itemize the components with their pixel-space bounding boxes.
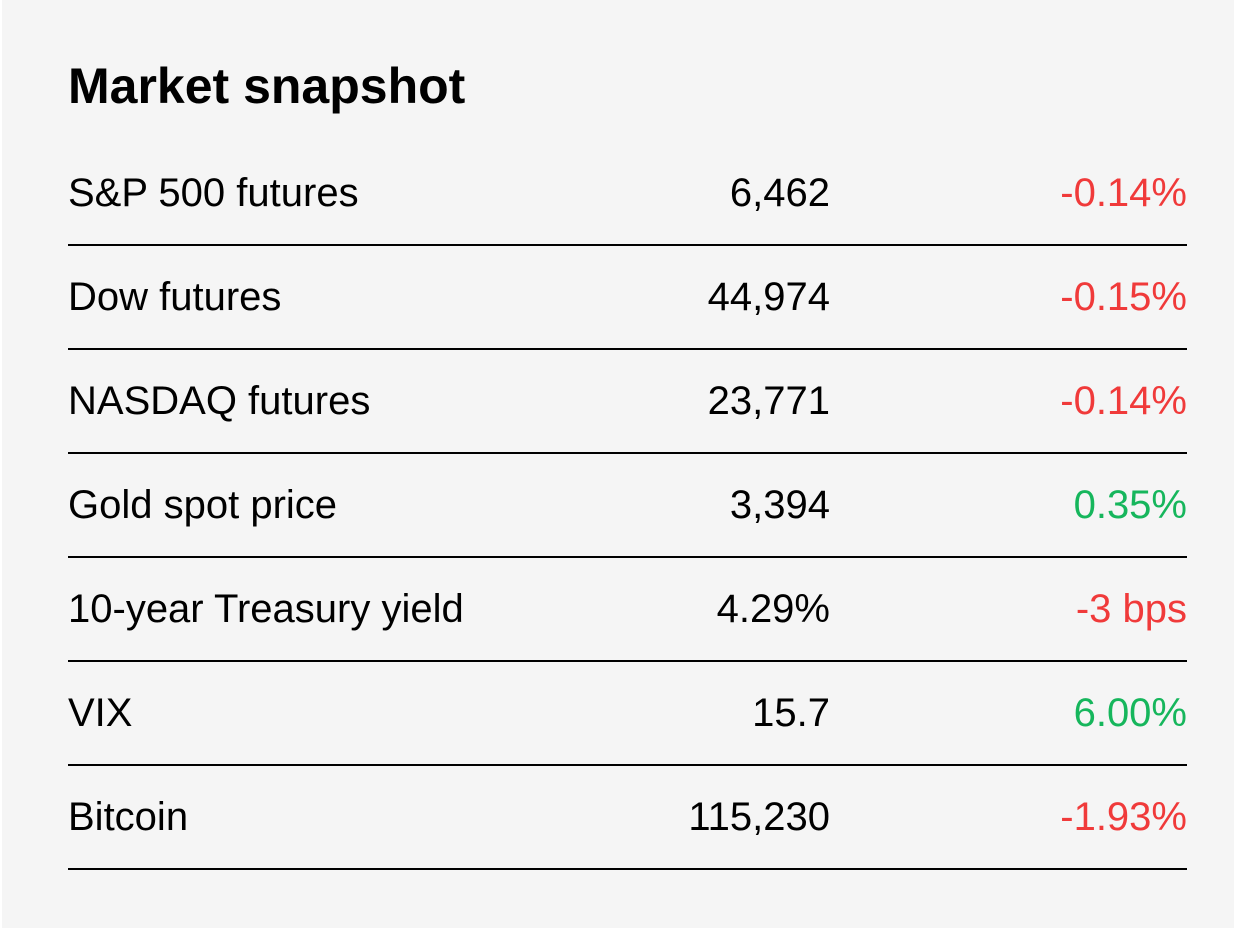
row-change: -1.93% bbox=[1060, 795, 1187, 839]
row-change: 0.35% bbox=[1073, 483, 1187, 527]
row-value: 6,462 bbox=[729, 171, 830, 215]
row-value: 15.7 bbox=[752, 691, 830, 735]
row-value: 44,974 bbox=[707, 275, 830, 319]
table-row-sp500-futures: S&P 500 futures 6,462 -0.14% bbox=[68, 142, 1187, 246]
row-name: NASDAQ futures bbox=[68, 379, 371, 423]
row-name: S&P 500 futures bbox=[68, 171, 359, 215]
table-row-dow-futures: Dow futures 44,974 -0.15% bbox=[68, 246, 1187, 350]
market-table: S&P 500 futures 6,462 -0.14% Dow futures… bbox=[68, 142, 1187, 870]
row-value: 23,771 bbox=[707, 379, 830, 423]
row-value: 3,394 bbox=[729, 483, 830, 527]
row-value: 4.29% bbox=[716, 587, 830, 631]
page-title: Market snapshot bbox=[68, 58, 466, 114]
row-name: Gold spot price bbox=[68, 483, 338, 527]
table-row-bitcoin: Bitcoin 115,230 -1.93% bbox=[68, 766, 1187, 870]
row-change: -3 bps bbox=[1075, 587, 1187, 631]
row-change: 6.00% bbox=[1073, 691, 1187, 735]
row-change: -0.15% bbox=[1060, 275, 1187, 319]
row-name: Dow futures bbox=[68, 275, 282, 319]
table-row-nasdaq-futures: NASDAQ futures 23,771 -0.14% bbox=[68, 350, 1187, 454]
row-change: -0.14% bbox=[1060, 171, 1187, 215]
table-row-vix: VIX 15.7 6.00% bbox=[68, 662, 1187, 766]
row-name: VIX bbox=[68, 691, 133, 735]
row-name: Bitcoin bbox=[68, 795, 189, 839]
table-row-10-year-treasury-yield: 10-year Treasury yield 4.29% -3 bps bbox=[68, 558, 1187, 662]
row-value: 115,230 bbox=[688, 795, 830, 839]
row-name: 10-year Treasury yield bbox=[68, 587, 464, 631]
table-row-gold-spot-price: Gold spot price 3,394 0.35% bbox=[68, 454, 1187, 558]
row-change: -0.14% bbox=[1060, 379, 1187, 423]
